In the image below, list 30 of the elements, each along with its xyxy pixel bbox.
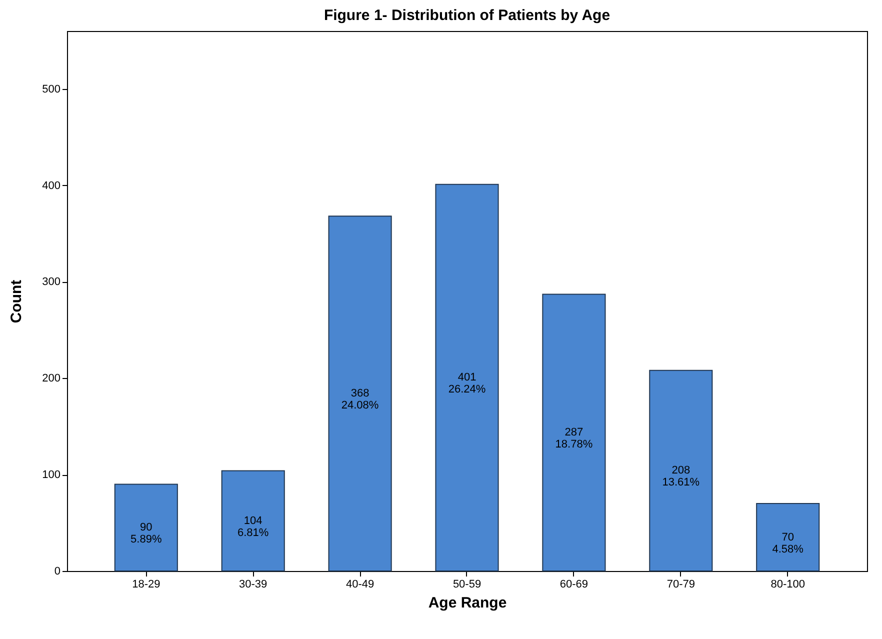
bar bbox=[221, 470, 285, 572]
x-tick-label: 50-59 bbox=[452, 578, 482, 590]
y-tick-label: 500 bbox=[42, 83, 60, 96]
bar bbox=[649, 370, 713, 572]
y-axis-title: Count bbox=[8, 280, 26, 324]
bar bbox=[756, 503, 820, 572]
bar bbox=[114, 484, 178, 572]
x-tick-label: 60-69 bbox=[560, 578, 588, 590]
data-label: 208 13.61% bbox=[662, 464, 700, 489]
x-tick-label: 80-100 bbox=[770, 578, 805, 590]
bar bbox=[435, 184, 499, 572]
data-label: 287 18.78% bbox=[555, 426, 593, 451]
y-tick-label: 300 bbox=[42, 276, 60, 288]
data-label: 70 4.58% bbox=[772, 531, 804, 556]
bar bbox=[328, 216, 392, 572]
x-tick-label: 30-39 bbox=[239, 578, 268, 590]
data-label: 90 5.89% bbox=[130, 522, 162, 546]
x-tick-label: 70-79 bbox=[666, 578, 695, 590]
chart-title: Figure 1- Distribution of Patients by Age bbox=[324, 7, 610, 24]
x-tick-label: 40-49 bbox=[346, 578, 374, 590]
bar bbox=[542, 294, 606, 572]
y-tick-label: 100 bbox=[42, 469, 60, 482]
data-label: 104 6.81% bbox=[237, 514, 269, 539]
y-tick-label: 200 bbox=[42, 372, 60, 385]
y-tick-label: 400 bbox=[42, 180, 60, 192]
data-label: 401 26.24% bbox=[448, 372, 486, 396]
x-axis-title: Age Range bbox=[428, 594, 507, 612]
data-label: 368 24.08% bbox=[341, 388, 379, 412]
x-tick-label: 18-29 bbox=[132, 578, 160, 590]
y-tick-label: 0 bbox=[54, 566, 60, 578]
